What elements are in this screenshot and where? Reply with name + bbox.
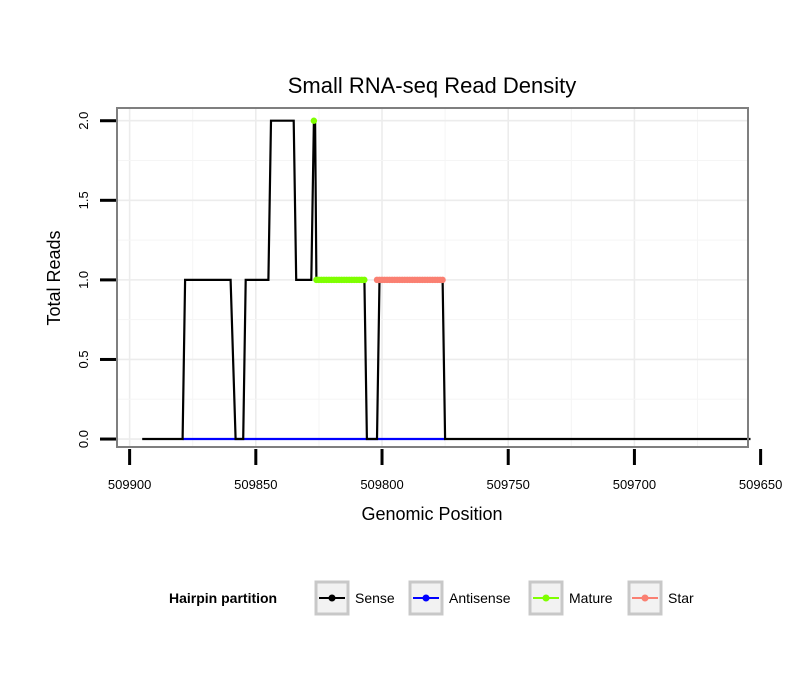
y-tick-label: 2.0 [76,112,91,130]
legend-dot-antisense [422,594,430,602]
legend-label-sense: Sense [355,590,395,606]
legend-label-star: Star [668,590,694,606]
legend-dot-star [641,594,649,602]
series-mature-point [310,117,318,124]
series-sense-line [142,119,751,441]
x-tick-label: 509700 [613,477,656,492]
x-axis-title: Genomic Position [361,504,502,524]
axes: 0.0 0.5 1.0 1.5 2.0 509900 509850 509800 509750 5… [76,112,782,492]
y-tick-label: 0.5 [76,350,91,368]
y-tick-label: 0.0 [76,430,91,448]
legend-dot-sense [328,594,336,602]
plot-border [116,107,749,448]
legend-title: Hairpin partition [169,590,277,606]
legend-label-mature: Mature [569,590,613,606]
legend-label-antisense: Antisense [449,590,511,606]
x-tick-label: 509750 [487,477,530,492]
x-tick-label: 509650 [739,477,782,492]
y-tick-label: 1.0 [76,271,91,289]
y-axis-title: Total Reads [44,230,64,325]
legend: Hairpin partition Sense Antisense Mature St… [169,580,694,616]
y-tick-label: 1.5 [76,191,91,209]
series-star-point [439,276,446,284]
x-tick-label: 509800 [360,477,403,492]
x-tick-label: 509850 [234,477,277,492]
series-mature-point [361,276,368,284]
chart-title: Small RNA-seq Read Density [288,73,577,98]
x-tick-label: 509900 [108,477,151,492]
series-layer [142,117,751,441]
legend-dot-mature [542,594,550,602]
